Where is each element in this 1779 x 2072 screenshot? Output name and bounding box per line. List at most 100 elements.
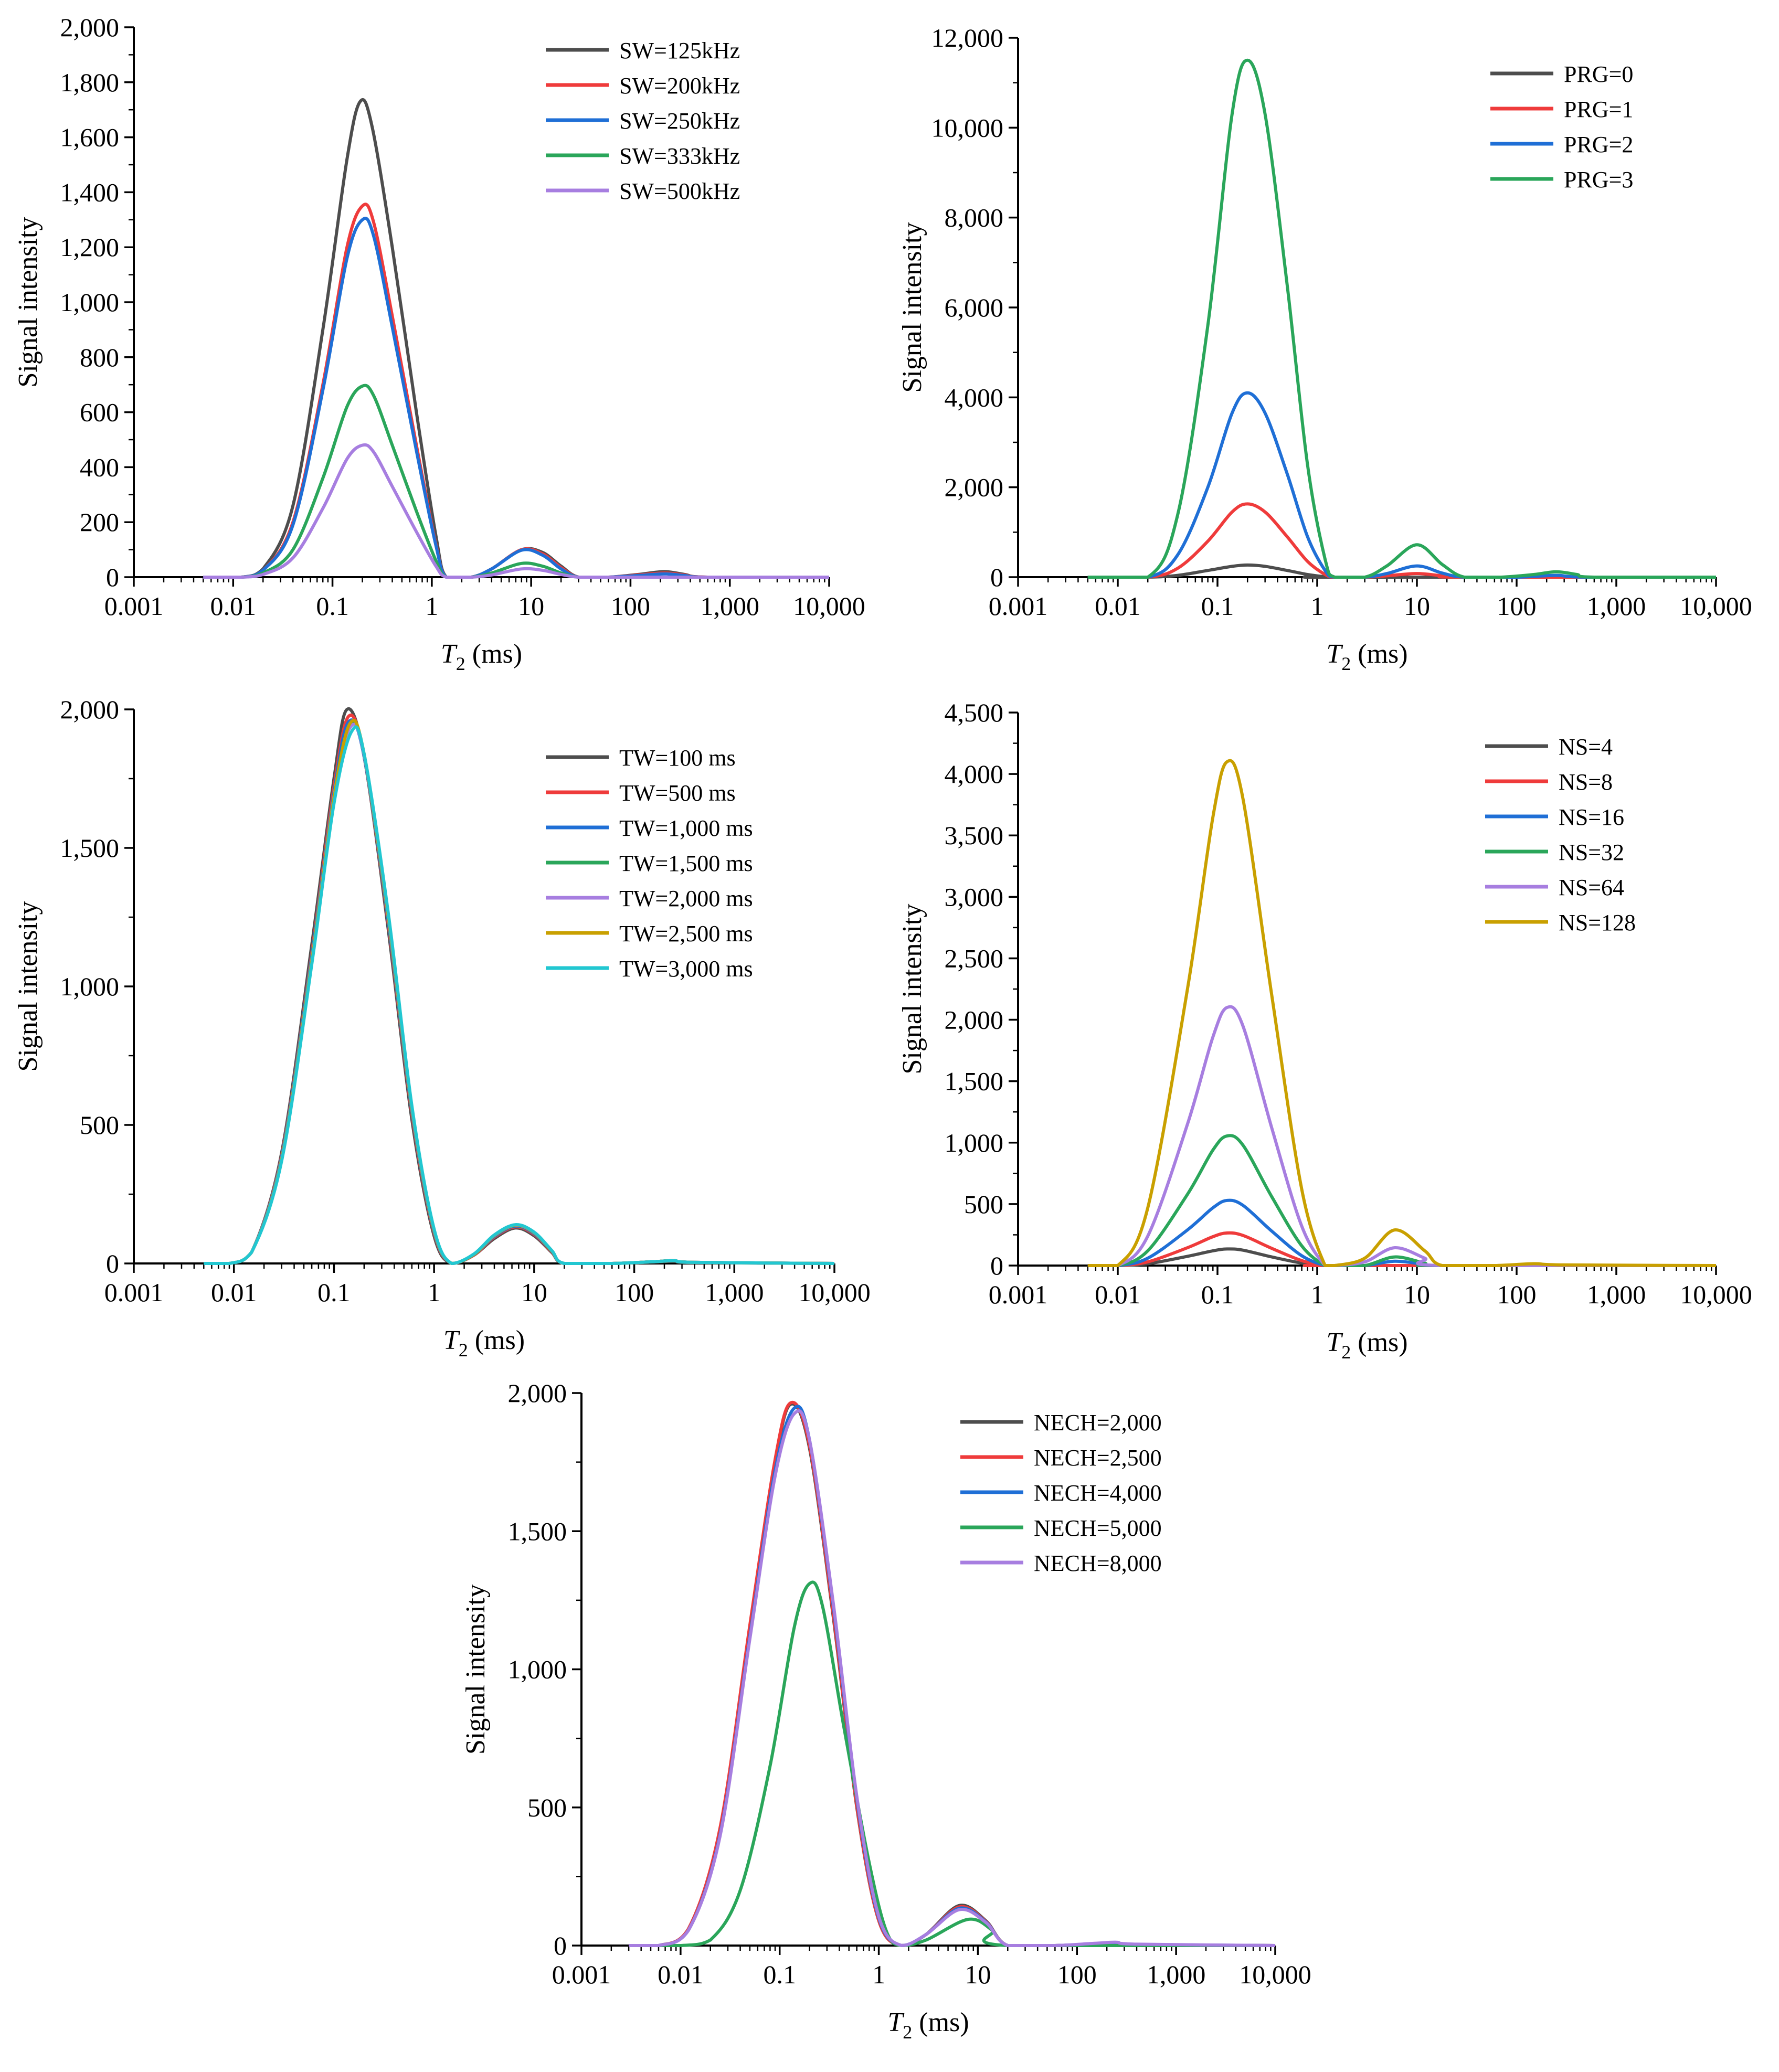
chart-panel-5: 0.001 0.01 0.1 1 10 100 1,000 10,000 0 500 1,000 1,…	[461, 1378, 1311, 2043]
legend-label: PRG=2	[1564, 132, 1633, 157]
y-tick-label: 1,000	[508, 1655, 567, 1684]
x-axis-title: T2 (ms)	[441, 639, 522, 674]
legend-label: PRG=1	[1564, 97, 1633, 122]
chart-panel-2: 0.001 0.01 0.1 1 10 100 1,000 10,000 0 2,000 4,000…	[897, 23, 1752, 674]
series-line	[203, 443, 829, 579]
y-tick-label: 6,000	[945, 293, 1004, 322]
x-tick-label: 0.01	[1095, 1280, 1141, 1309]
x-axis-title-unit: (ms)	[912, 2007, 969, 2037]
legend-label: SW=500kHz	[619, 178, 740, 204]
legend-label: TW=1,500 ms	[619, 851, 753, 876]
series-line	[629, 1402, 1276, 1948]
x-tick-label: 100	[1497, 591, 1537, 621]
y-tick-label: 800	[80, 343, 119, 372]
y-tick-label: 1,500	[60, 833, 120, 863]
x-tick-label: 10	[1404, 591, 1430, 621]
x-axis-title-symbol: T	[1326, 1327, 1343, 1357]
x-tick-label: 1	[1311, 1280, 1324, 1309]
legend-label: NS=64	[1559, 875, 1624, 900]
x-tick-label: 1	[1311, 591, 1324, 621]
y-tick-label: 1,800	[60, 68, 120, 97]
y-tick-label: 2,000	[508, 1378, 567, 1408]
y-tick-label: 400	[80, 452, 119, 482]
series-line	[629, 1405, 1276, 1948]
x-axis-title-symbol: T	[887, 2007, 904, 2037]
x-axis-title-unit: (ms)	[465, 639, 522, 669]
legend: TW=100 ms TW=500 ms TW=1,000 ms TW=1,500 ms…	[546, 745, 753, 982]
y-tick-label: 1,600	[60, 123, 120, 152]
x-tick-label: 0.01	[210, 591, 257, 621]
y-tick-label: 1,500	[508, 1516, 567, 1546]
legend-label: PRG=3	[1564, 167, 1633, 193]
x-tick-label: 1,000	[1587, 591, 1646, 621]
x-axis-title-symbol: T	[441, 639, 458, 669]
y-tick-label: 500	[964, 1189, 1003, 1219]
x-tick-label: 100	[1057, 1960, 1097, 1989]
x-axis-title-unit: (ms)	[1351, 1327, 1407, 1357]
chart-panel-1: 0.001 0.01 0.1 1 10 100 1,000 10,000 0 200 400 600 8…	[13, 13, 865, 674]
y-tick-label: 600	[80, 398, 119, 427]
x-axis-title: T2 (ms)	[1326, 639, 1407, 674]
x-tick-label: 10	[518, 591, 544, 621]
series-line	[629, 1400, 1276, 1948]
legend-label: NS=4	[1559, 734, 1613, 760]
legend-label: SW=250kHz	[619, 108, 740, 134]
chart-panel-4: 0.001 0.01 0.1 1 10 100 1,000 10,000 0 500 1,000 1,…	[897, 698, 1752, 1363]
x-axis-title-subscript: 2	[456, 653, 465, 674]
legend-label: NECH=8,000	[1034, 1550, 1162, 1576]
x-tick-label: 100	[615, 1278, 654, 1307]
legend-label: TW=1,000 ms	[619, 815, 753, 841]
x-tick-label: 0.001	[989, 1280, 1048, 1309]
y-tick-label: 1,000	[60, 288, 120, 317]
legend-label: NECH=5,000	[1034, 1515, 1162, 1541]
series-line	[203, 203, 829, 579]
x-tick-label: 10,000	[798, 1278, 871, 1307]
y-axis-title: Signal intensity	[13, 901, 43, 1072]
y-tick-label: 8,000	[945, 203, 1004, 232]
series-line	[204, 720, 835, 1266]
series-line	[204, 713, 835, 1266]
legend-label: NECH=4,000	[1034, 1480, 1162, 1506]
y-tick-label: 1,500	[945, 1067, 1004, 1096]
y-tick-label: 2,500	[945, 943, 1004, 973]
y-axis-title: Signal intensity	[461, 1584, 491, 1755]
x-tick-label: 10,000	[1680, 591, 1752, 621]
legend-label: TW=100 ms	[619, 745, 736, 771]
x-axis-title: T2 (ms)	[443, 1325, 525, 1361]
y-tick-label: 10,000	[931, 113, 1004, 142]
x-tick-label: 0.1	[316, 591, 349, 621]
x-axis-title-symbol: T	[1326, 639, 1343, 669]
x-tick-label: 0.1	[763, 1960, 796, 1989]
x-tick-label: 1	[425, 591, 438, 621]
y-tick-label: 4,000	[945, 382, 1004, 412]
series-line	[204, 718, 835, 1266]
x-tick-label: 0.1	[1201, 591, 1234, 621]
y-tick-label: 0	[106, 562, 119, 592]
y-axis-title: Signal intensity	[897, 904, 927, 1075]
y-tick-label: 2,000	[945, 1005, 1004, 1035]
y-tick-label: 0	[106, 1249, 119, 1278]
legend-label: SW=125kHz	[619, 38, 740, 63]
x-tick-label: 1	[872, 1960, 885, 1989]
series-line	[629, 1409, 1276, 1948]
legend: NECH=2,000 NECH=2,500 NECH=4,000 NECH=5,000…	[960, 1410, 1162, 1576]
x-tick-label: 100	[611, 591, 650, 621]
legend-label: SW=333kHz	[619, 143, 740, 169]
legend-label: NECH=2,500	[1034, 1445, 1162, 1471]
x-axis-title-unit: (ms)	[1351, 639, 1407, 669]
series-line	[629, 1580, 1275, 1948]
legend: PRG=0 PRG=1 PRG=2 PRG=3	[1490, 61, 1633, 193]
y-tick-label: 2,000	[60, 695, 120, 724]
x-tick-label: 0.001	[989, 591, 1048, 621]
x-axis-title-subscript: 2	[459, 1340, 468, 1361]
x-tick-label: 10,000	[793, 591, 865, 621]
x-tick-label: 10	[521, 1278, 547, 1307]
y-tick-label: 1,000	[945, 1128, 1004, 1157]
y-tick-label: 3,000	[945, 882, 1004, 911]
x-tick-label: 0.1	[1201, 1280, 1234, 1309]
series-line	[1087, 759, 1717, 1268]
x-tick-label: 10	[965, 1960, 991, 1989]
x-tick-label: 1,000	[1147, 1960, 1206, 1989]
series-line	[1087, 1134, 1716, 1268]
